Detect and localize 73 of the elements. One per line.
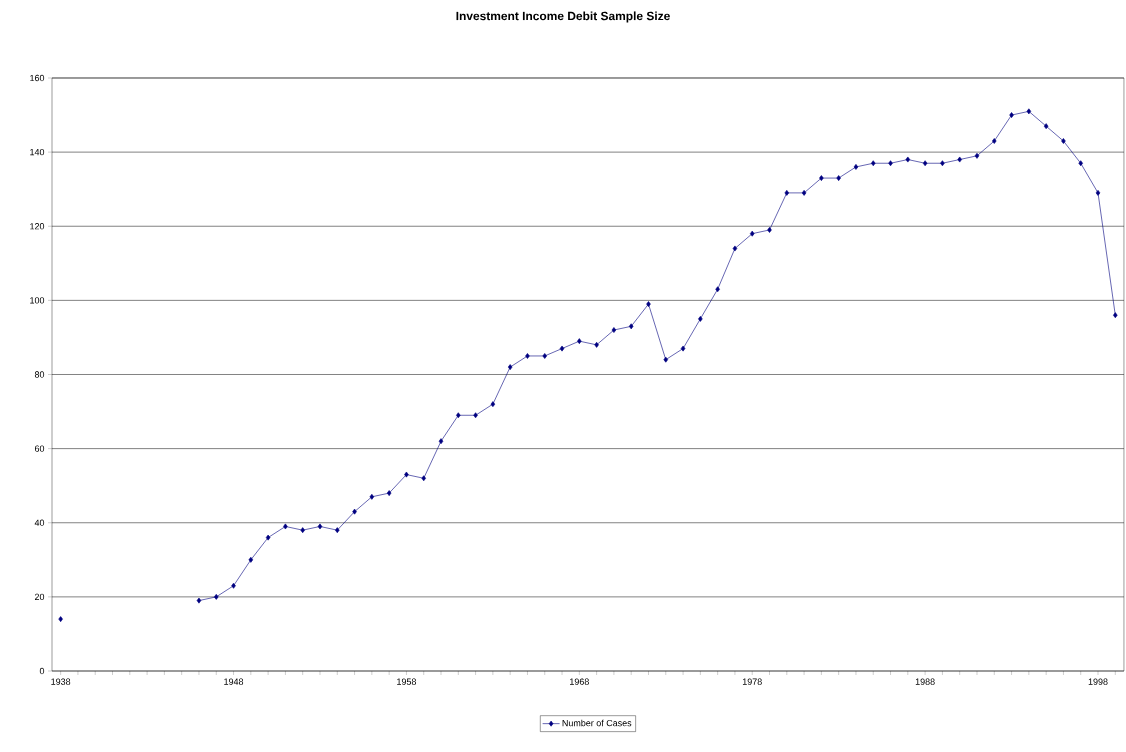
- x-tick-label: 1948: [224, 678, 244, 685]
- x-tick-label: 1988: [915, 678, 935, 685]
- y-tick-label: 120: [30, 223, 45, 230]
- point: [749, 230, 755, 237]
- point: [317, 523, 323, 530]
- point: [663, 356, 669, 363]
- y-tick-label: 100: [30, 297, 45, 304]
- point: [214, 593, 219, 600]
- point: [905, 156, 911, 163]
- x-tick-label: 1958: [397, 678, 417, 685]
- point: [1026, 108, 1032, 115]
- point: [940, 160, 945, 167]
- point: [1113, 312, 1118, 319]
- point: [611, 327, 617, 333]
- point: [265, 534, 271, 541]
- y-tick-label: 40: [34, 519, 45, 526]
- point: [352, 508, 357, 515]
- point: [819, 175, 824, 181]
- point: [507, 364, 513, 370]
- point: [1061, 138, 1066, 144]
- point: [853, 164, 859, 170]
- point: [680, 345, 686, 352]
- point: [767, 227, 772, 233]
- x-tick-label: 1978: [742, 678, 762, 685]
- point: [974, 152, 980, 159]
- point: [922, 160, 928, 167]
- point: [300, 527, 305, 534]
- point: [386, 490, 392, 496]
- y-tick-label: 20: [34, 593, 45, 601]
- point: [801, 190, 807, 196]
- point: [871, 160, 876, 167]
- x-tick-label: 1938: [51, 678, 71, 685]
- point: [335, 527, 340, 534]
- point: [594, 341, 599, 348]
- point: [698, 316, 703, 322]
- x-tick-label: 1998: [1088, 678, 1108, 685]
- point: [957, 156, 962, 163]
- point: [1043, 123, 1049, 130]
- point: [784, 190, 790, 196]
- chart-title: Investment Income Debit Sample Size: [456, 11, 670, 23]
- x-tick-label: 1968: [570, 678, 589, 685]
- point: [1095, 190, 1101, 196]
- point: [248, 556, 254, 563]
- point: [646, 301, 651, 307]
- point: [836, 175, 841, 181]
- y-tick-label: 0: [39, 667, 45, 675]
- point: [559, 345, 565, 352]
- y-tick-label: 80: [34, 371, 45, 378]
- point: [888, 160, 893, 167]
- point: [1078, 160, 1083, 167]
- point: [231, 582, 236, 589]
- point: [628, 323, 634, 330]
- point: [1009, 112, 1014, 118]
- point: [421, 475, 426, 482]
- point: [196, 597, 202, 604]
- point: [369, 493, 375, 500]
- point: [715, 286, 720, 293]
- point: [473, 412, 478, 419]
- point: [992, 138, 997, 144]
- legend-label: Number of Cases: [562, 719, 632, 727]
- point: [525, 353, 530, 359]
- point: [404, 471, 409, 478]
- point: [732, 245, 738, 252]
- point: [456, 412, 461, 419]
- point: [283, 523, 288, 530]
- point: [577, 338, 582, 345]
- point: [58, 616, 63, 622]
- y-tick-label: 60: [34, 445, 45, 452]
- y-tick-label: 140: [30, 148, 45, 156]
- y-tick-label: 160: [30, 74, 45, 82]
- point: [438, 438, 444, 445]
- point: [490, 401, 496, 408]
- point: [542, 353, 547, 359]
